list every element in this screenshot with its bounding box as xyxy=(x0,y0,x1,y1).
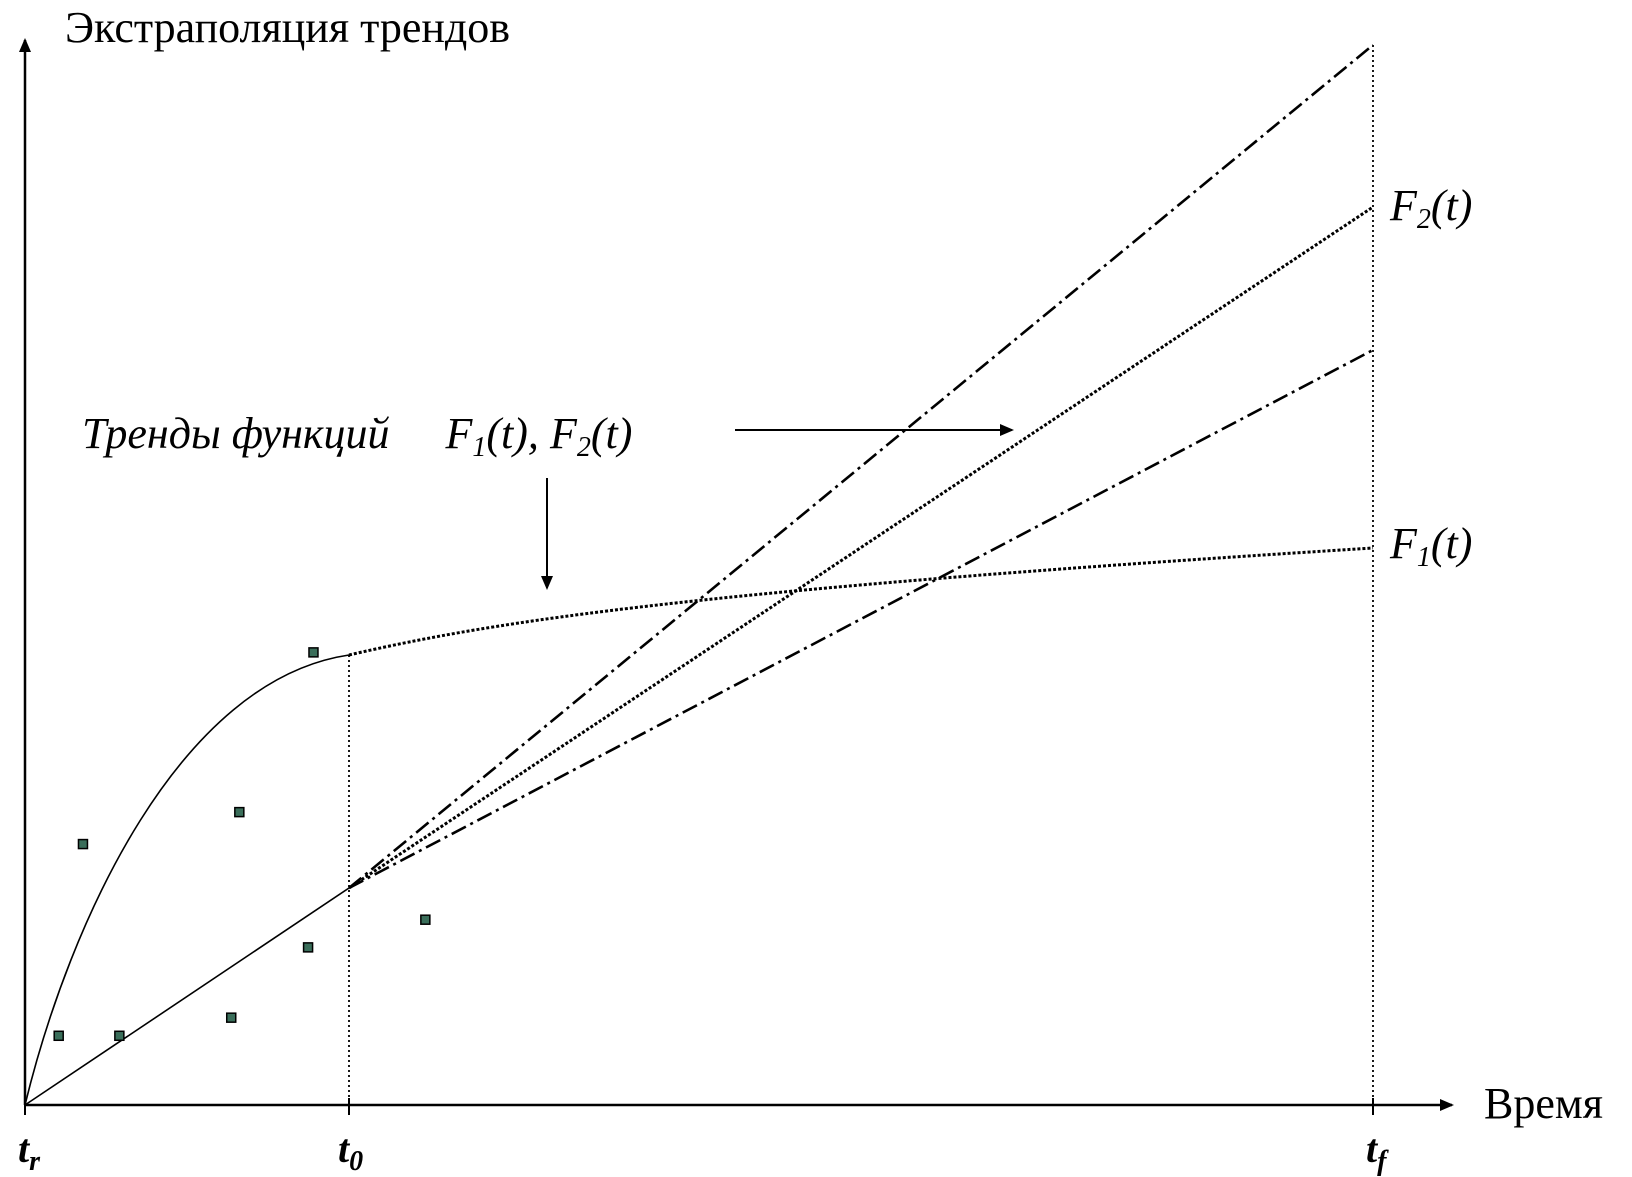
tick-label-t0: t0 xyxy=(338,1126,363,1177)
f2-extrapolation-upper xyxy=(348,43,1374,890)
tick-label-tf: tf xyxy=(1366,1126,1389,1177)
f1-historical-curve xyxy=(24,654,350,1106)
annotation-f1-sub: 1 xyxy=(472,432,486,463)
tick-label-tr: tr xyxy=(18,1126,41,1177)
data-point xyxy=(302,942,314,953)
data-point xyxy=(234,806,245,818)
f2-extrapolation-lower xyxy=(348,348,1374,890)
curve-label-f2: F2(t) xyxy=(1389,181,1472,235)
curve-label-f1: F1(t) xyxy=(1389,519,1472,573)
data-points xyxy=(53,647,431,1042)
f1-extrapolation xyxy=(348,546,1374,657)
f2-historical-line xyxy=(24,887,350,1106)
data-point xyxy=(53,1030,64,1042)
data-point xyxy=(77,838,89,850)
f2-extrapolation-middle xyxy=(348,205,1374,890)
annotation-f2-arg: (t) xyxy=(591,409,633,458)
annotation-f2-sub: 2 xyxy=(577,432,591,463)
x-axis-label: Время xyxy=(1484,1079,1603,1128)
y-axis-label: Экстраполяция трендов xyxy=(65,3,510,52)
annotation-f2: F xyxy=(549,409,578,458)
data-point xyxy=(225,1012,237,1023)
data-point xyxy=(114,1030,125,1042)
annotation-f1-arg: (t), xyxy=(486,409,550,458)
annotation-main: Тренды функций xyxy=(82,409,390,458)
data-point xyxy=(420,914,431,925)
annotation-f1: F xyxy=(445,409,474,458)
data-point xyxy=(308,647,319,658)
annotation-text: Тренды функций F1(t), F2(t) xyxy=(82,409,632,463)
